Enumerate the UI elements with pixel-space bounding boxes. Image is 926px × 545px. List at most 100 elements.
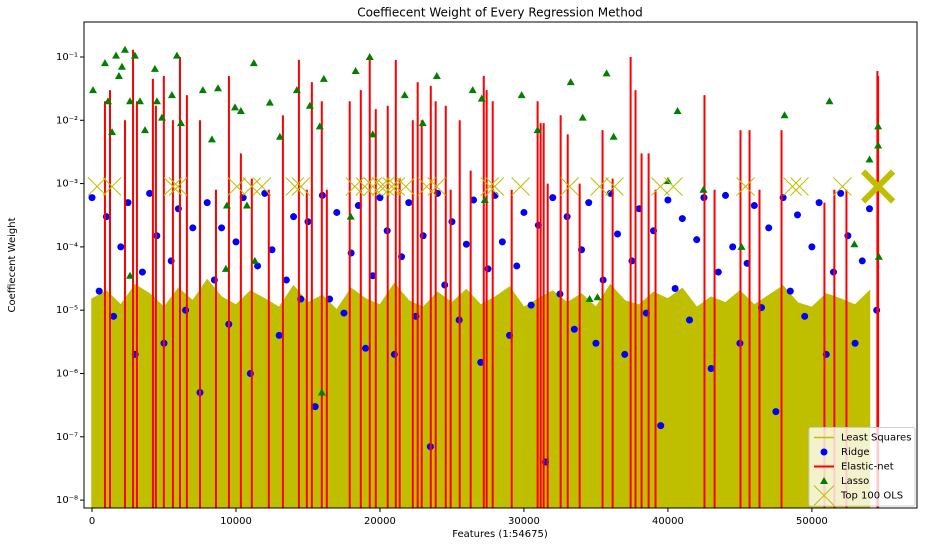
ridge-point bbox=[520, 208, 528, 216]
ols-point bbox=[345, 177, 365, 196]
ridge-point bbox=[117, 243, 125, 251]
lasso-point bbox=[126, 271, 135, 279]
ridge-point bbox=[729, 243, 737, 251]
ridge-point bbox=[203, 199, 211, 207]
legend-label: Top 100 OLS bbox=[840, 491, 903, 502]
lasso-point bbox=[157, 113, 166, 121]
ols-point bbox=[163, 177, 183, 196]
ridge-point bbox=[138, 268, 146, 276]
lasso-point bbox=[120, 45, 129, 53]
ols-point bbox=[783, 177, 802, 196]
ols-point bbox=[480, 177, 500, 196]
ols-point bbox=[560, 177, 579, 196]
x-tick-label: 30000 bbox=[508, 516, 540, 527]
y-tick-label: 10⁻⁵ bbox=[56, 305, 78, 316]
ridge-point bbox=[124, 199, 132, 207]
y-tick-label: 10⁻⁶ bbox=[56, 368, 78, 379]
lasso-point bbox=[89, 86, 98, 94]
ridge-point bbox=[347, 249, 355, 257]
ridge-point bbox=[232, 238, 240, 246]
x-tick-label: 0 bbox=[89, 516, 95, 527]
lasso-point bbox=[114, 72, 123, 80]
lasso-point bbox=[673, 107, 682, 115]
ols-point bbox=[87, 177, 107, 196]
ridge-point bbox=[376, 194, 384, 202]
ols-point bbox=[485, 177, 505, 196]
ridge-point bbox=[614, 230, 622, 238]
legend-label: Elastic-net bbox=[841, 462, 894, 473]
lasso-point bbox=[533, 126, 542, 134]
y-tick-label: 10⁻² bbox=[56, 115, 78, 126]
lasso-point bbox=[593, 293, 602, 301]
axes: 0 10000 20000 30000 40000 50000 10⁻⁸ 10⁻⁷ 10⁻⁶ 10… bbox=[56, 21, 918, 527]
lasso-point bbox=[368, 130, 377, 138]
lasso-point bbox=[351, 67, 360, 75]
ols-point bbox=[291, 177, 311, 196]
y-axis-label: Coeffiecent Weight bbox=[7, 217, 18, 312]
ridge-point bbox=[592, 339, 600, 347]
chart-title: Coeffiecent Weight of Every Regression M… bbox=[357, 6, 643, 20]
ols-point bbox=[371, 177, 391, 196]
lasso-point bbox=[346, 212, 355, 220]
ridge-point bbox=[95, 287, 103, 295]
ridge-point bbox=[851, 339, 859, 347]
lasso-point bbox=[865, 155, 874, 163]
ridge-point bbox=[657, 422, 665, 430]
ols-point bbox=[427, 177, 447, 196]
lasso-point bbox=[126, 97, 135, 105]
lasso-point bbox=[578, 113, 587, 121]
ols-point bbox=[252, 177, 272, 196]
lasso-point bbox=[292, 86, 301, 94]
ridge-point bbox=[765, 224, 773, 232]
lasso-point bbox=[825, 97, 834, 105]
ridge-point bbox=[182, 306, 190, 314]
lasso-point bbox=[249, 59, 258, 67]
ridge-point bbox=[88, 194, 96, 202]
ridge-point bbox=[477, 358, 485, 366]
ols-point bbox=[790, 177, 809, 196]
ols-point bbox=[511, 177, 530, 196]
ridge-point bbox=[549, 194, 557, 202]
lasso-point bbox=[319, 74, 328, 82]
ridge-point bbox=[340, 309, 348, 317]
x-tick-label: 20000 bbox=[364, 516, 396, 527]
ols-point bbox=[386, 177, 406, 196]
ridge-point bbox=[333, 208, 341, 216]
ridge-point bbox=[390, 350, 398, 358]
ridge-point bbox=[844, 232, 852, 240]
lasso-point bbox=[130, 51, 139, 59]
x-tick-label: 40000 bbox=[652, 516, 684, 527]
ridge-point bbox=[268, 246, 276, 254]
ridge-point bbox=[246, 369, 254, 377]
legend-box bbox=[808, 427, 916, 507]
x-tick-label: 10000 bbox=[220, 516, 252, 527]
ols-point bbox=[102, 177, 122, 196]
ridge-point bbox=[513, 262, 521, 270]
lasso-point bbox=[198, 86, 207, 94]
x-axis-label: Features (1:54675) bbox=[452, 529, 548, 540]
lasso-point bbox=[207, 135, 216, 143]
ridge-point bbox=[102, 213, 110, 221]
y-tick-label: 10⁻⁷ bbox=[56, 432, 78, 443]
ols-point bbox=[242, 177, 262, 196]
ridge-point bbox=[189, 224, 197, 232]
ridge-point bbox=[282, 276, 290, 284]
ridge-point bbox=[448, 218, 456, 226]
lasso-point bbox=[265, 98, 274, 106]
lasso-point bbox=[112, 51, 121, 59]
legend-label: Lasso bbox=[841, 476, 869, 487]
ridge-point bbox=[808, 243, 816, 251]
ridge-point bbox=[275, 331, 283, 339]
lasso-point bbox=[874, 122, 883, 130]
ols-point bbox=[227, 177, 247, 196]
ridge-point bbox=[218, 224, 226, 232]
ridge-point bbox=[815, 199, 823, 207]
lasso-point bbox=[820, 477, 828, 484]
ridge-point bbox=[621, 350, 629, 358]
ols-point bbox=[736, 177, 755, 196]
y-tick-label: 10⁻³ bbox=[56, 179, 78, 190]
ridge-point bbox=[820, 448, 828, 456]
ridge-point bbox=[527, 301, 535, 309]
ols-point bbox=[833, 177, 852, 196]
ridge-point bbox=[146, 189, 154, 197]
